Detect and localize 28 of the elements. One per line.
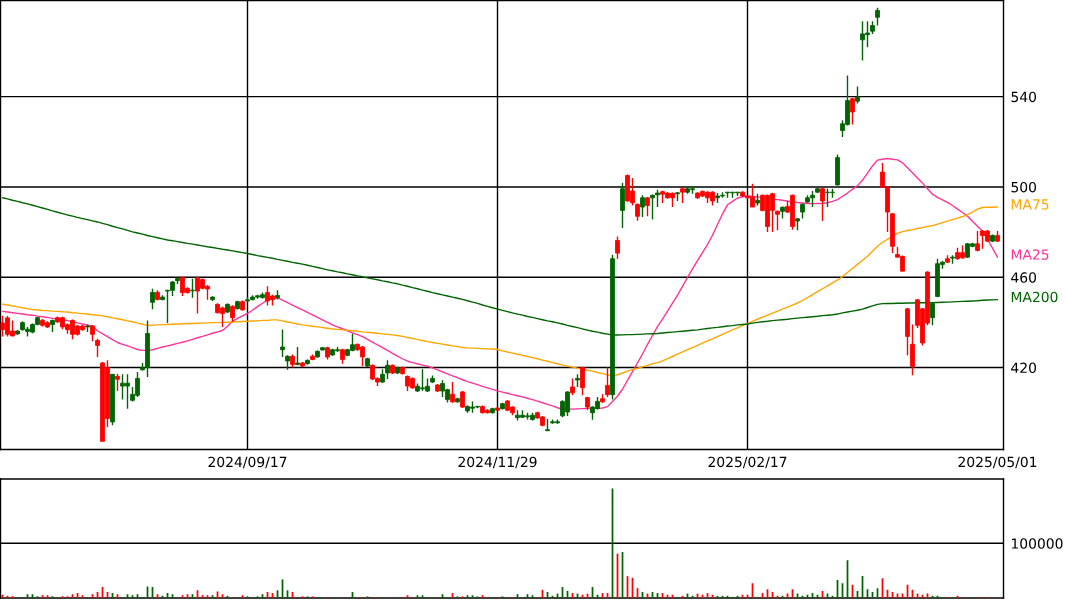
x-tick-label: 2024/11/29	[458, 456, 537, 469]
candlestick	[385, 359, 390, 380]
candlestick	[850, 97, 855, 126]
series-label: MA25	[1011, 249, 1049, 260]
x-tick-label: 2025/05/01	[958, 456, 1037, 469]
candlestick	[450, 381, 455, 404]
candlestick	[150, 288, 155, 311]
candlestick	[615, 235, 620, 260]
candlestick	[620, 181, 625, 229]
y-tick-label: 420	[1011, 362, 1037, 374]
x-tick-label: 2024/09/17	[208, 456, 287, 469]
candlestick	[280, 328, 285, 358]
series-label: MA200	[1011, 291, 1058, 303]
series-label: MA75	[1011, 199, 1049, 210]
x-tick-label: 2025/02/17	[708, 456, 787, 469]
candlestick	[775, 209, 780, 231]
candlestick	[820, 187, 825, 222]
y-tick-label: 100000	[1011, 538, 1063, 549]
candlestick	[640, 194, 645, 218]
candlestick	[910, 323, 915, 376]
y-tick-label: 500	[1011, 181, 1037, 193]
candlestick	[190, 278, 195, 299]
y-tick-label: 540	[1011, 91, 1037, 103]
candlestick	[930, 301, 935, 327]
candlestick	[95, 337, 100, 358]
candlestick	[580, 365, 585, 397]
y-tick-label: 460	[1011, 272, 1037, 283]
candlestick	[605, 366, 610, 398]
